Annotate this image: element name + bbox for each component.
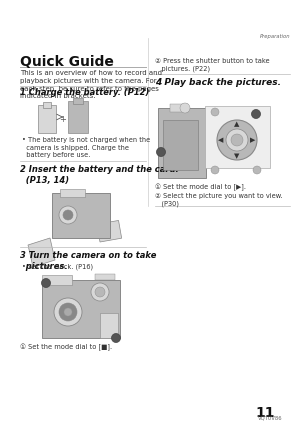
Text: ① Set the mode dial to [▶].: ① Set the mode dial to [▶]. — [155, 184, 246, 191]
Circle shape — [211, 166, 219, 174]
Circle shape — [157, 148, 166, 156]
Circle shape — [91, 283, 109, 301]
Text: 2: 2 — [254, 112, 258, 117]
Bar — [158, 108, 206, 178]
Text: 1: 1 — [44, 281, 48, 285]
Circle shape — [251, 109, 260, 118]
Text: • The battery is not charged when the
  camera is shipped. Charge the
  battery : • The battery is not charged when the ca… — [22, 137, 150, 159]
Circle shape — [180, 103, 190, 113]
Bar — [205, 106, 270, 168]
Text: ▲: ▲ — [234, 121, 240, 127]
Text: 11: 11 — [255, 406, 274, 420]
Text: +: + — [60, 115, 66, 125]
Bar — [97, 220, 122, 242]
Text: 3 Turn the camera on to take
  pictures.: 3 Turn the camera on to take pictures. — [20, 251, 156, 271]
Text: ② Select the picture you want to view.
   (P30): ② Select the picture you want to view. (… — [155, 193, 283, 207]
Text: ① Set the mode dial to [■].: ① Set the mode dial to [■]. — [20, 344, 112, 351]
Text: This is an overview of how to record and
playback pictures with the camera. For
: This is an overview of how to record and… — [20, 70, 162, 99]
Bar — [163, 120, 198, 170]
Circle shape — [226, 129, 248, 151]
Circle shape — [63, 210, 73, 220]
Bar — [95, 274, 115, 280]
Circle shape — [54, 298, 82, 326]
Circle shape — [217, 120, 257, 160]
Text: ◀: ◀ — [218, 137, 224, 143]
Text: ▼: ▼ — [234, 153, 240, 159]
Circle shape — [59, 303, 77, 321]
Circle shape — [112, 334, 121, 343]
Text: Quick Guide: Quick Guide — [20, 55, 114, 69]
Circle shape — [95, 287, 105, 297]
Text: VQT0V86: VQT0V86 — [258, 416, 283, 421]
Bar — [73, 98, 83, 104]
Text: • Set the clock. (P16): • Set the clock. (P16) — [22, 264, 93, 271]
Circle shape — [231, 134, 243, 146]
Polygon shape — [28, 238, 55, 267]
Bar — [60, 189, 85, 197]
Text: Preparation: Preparation — [260, 34, 290, 39]
Bar — [170, 104, 188, 112]
Bar — [52, 193, 110, 238]
Bar — [100, 313, 118, 338]
Circle shape — [64, 308, 72, 316]
Circle shape — [41, 279, 50, 287]
Bar — [42, 275, 72, 285]
Text: 2: 2 — [114, 335, 118, 340]
Circle shape — [211, 108, 219, 116]
Text: 2 Insert the battery and the card.
  (P13, 14): 2 Insert the battery and the card. (P13,… — [20, 165, 178, 185]
Text: ② Press the shutter button to take
   pictures. (P22): ② Press the shutter button to take pictu… — [155, 58, 270, 72]
Text: ▶: ▶ — [250, 137, 256, 143]
Circle shape — [59, 206, 77, 224]
Bar — [38, 105, 56, 133]
Bar — [42, 280, 120, 338]
Text: 4 Play back the pictures.: 4 Play back the pictures. — [155, 78, 281, 87]
Circle shape — [253, 166, 261, 174]
Bar — [68, 101, 88, 133]
Bar — [43, 102, 51, 108]
Text: 1: 1 — [159, 150, 163, 154]
Text: 1 Charge the battery. (P12): 1 Charge the battery. (P12) — [20, 88, 149, 97]
